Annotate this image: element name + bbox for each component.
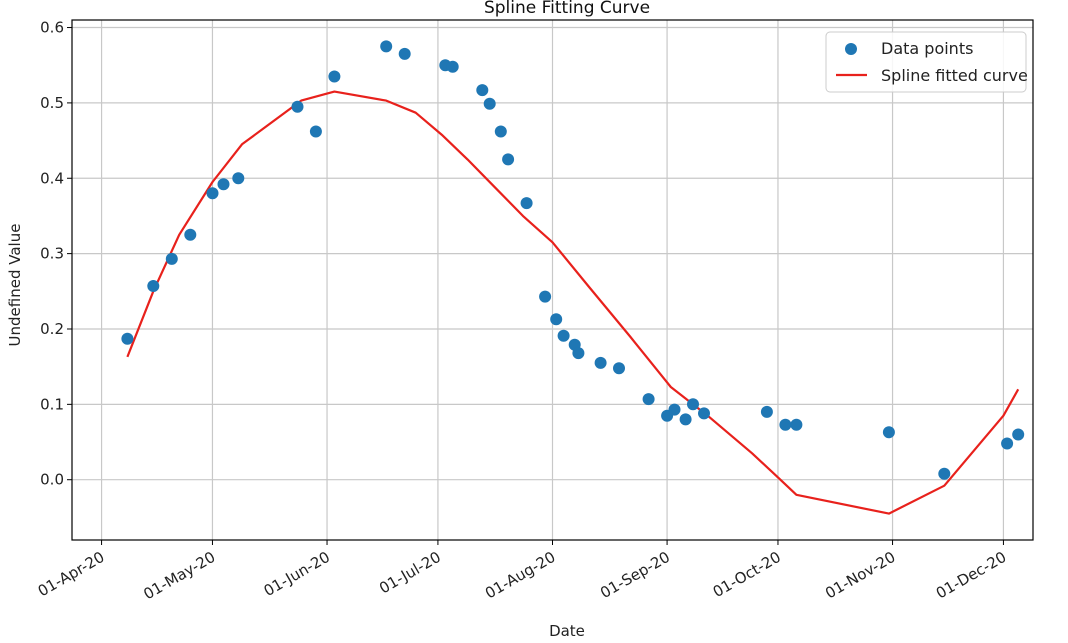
x-axis-ticks: 01-Apr-20 01-May-20 01-Jun-20 01-Jul-20 01-A… xyxy=(35,540,1010,603)
data-point xyxy=(147,280,160,292)
data-point xyxy=(380,40,393,53)
data-point xyxy=(938,467,951,480)
legend-box xyxy=(825,31,1027,93)
y-axis-ticks: 0.0 0.1 0.2 0.3 0.4 0.5 0.6 xyxy=(40,19,72,489)
x-tick-label: 01-Dec-20 xyxy=(933,548,1010,603)
legend-label-data-points: Data points xyxy=(881,39,973,58)
data-point xyxy=(760,405,773,418)
x-tick-label: 01-Nov-20 xyxy=(822,548,898,603)
data-point xyxy=(613,362,625,375)
x-tick-label: 01-Aug-20 xyxy=(482,548,559,603)
data-point xyxy=(476,84,489,97)
data-point xyxy=(550,313,563,326)
legend: Data points Spline fitted curve xyxy=(825,31,1028,93)
x-tick-label: 01-May-20 xyxy=(140,548,218,603)
x-tick-label: 01-Apr-20 xyxy=(35,548,108,600)
series-layer xyxy=(121,40,1025,515)
data-point xyxy=(642,393,655,406)
x-axis-label: Date xyxy=(549,622,585,640)
data-point xyxy=(328,70,341,83)
y-tick-label: 0.6 xyxy=(40,19,64,37)
data-point xyxy=(594,356,607,369)
data-point xyxy=(291,100,304,113)
y-tick-label: 0.5 xyxy=(40,94,64,112)
y-tick-label: 0.2 xyxy=(40,320,64,338)
data-point xyxy=(232,172,245,185)
data-point xyxy=(446,60,459,73)
data-point xyxy=(882,426,895,439)
data-point xyxy=(165,252,178,265)
y-tick-label: 0.3 xyxy=(40,245,64,263)
y-tick-label: 0.4 xyxy=(40,169,64,187)
data-point xyxy=(790,418,803,431)
data-point xyxy=(184,228,197,241)
legend-marker-data-points xyxy=(845,43,857,55)
data-point xyxy=(309,125,322,138)
data-point xyxy=(698,407,710,420)
y-tick-label: 0.0 xyxy=(40,471,64,489)
data-point xyxy=(502,153,515,166)
data-point xyxy=(687,398,699,411)
data-point xyxy=(494,125,507,138)
data-point xyxy=(217,178,230,191)
data-point xyxy=(539,290,552,303)
x-tick-label: 01-Sep-20 xyxy=(597,548,673,602)
y-axis-label: Undefined Value xyxy=(6,224,24,347)
data-point xyxy=(206,187,219,200)
data-point xyxy=(557,329,570,342)
x-tick-label: 01-Jul-20 xyxy=(376,548,444,598)
data-point xyxy=(483,97,496,110)
data-point xyxy=(520,197,533,210)
spline-fitted-curve-line xyxy=(126,90,1020,515)
data-point xyxy=(572,347,585,360)
data-point xyxy=(668,403,681,416)
y-tick-label: 0.1 xyxy=(40,395,64,413)
chart-title: Spline Fitting Curve xyxy=(484,0,650,18)
data-point xyxy=(679,413,692,426)
data-point xyxy=(1012,428,1025,441)
data-point xyxy=(779,418,792,431)
data-point xyxy=(1001,437,1014,450)
x-tick-label: 01-Oct-20 xyxy=(710,548,784,601)
grid-lines xyxy=(72,20,1033,540)
x-tick-label: 01-Jun-20 xyxy=(261,548,333,600)
legend-label-spline-curve: Spline fitted curve xyxy=(881,66,1028,85)
data-point xyxy=(398,47,411,60)
data-point xyxy=(121,332,134,345)
